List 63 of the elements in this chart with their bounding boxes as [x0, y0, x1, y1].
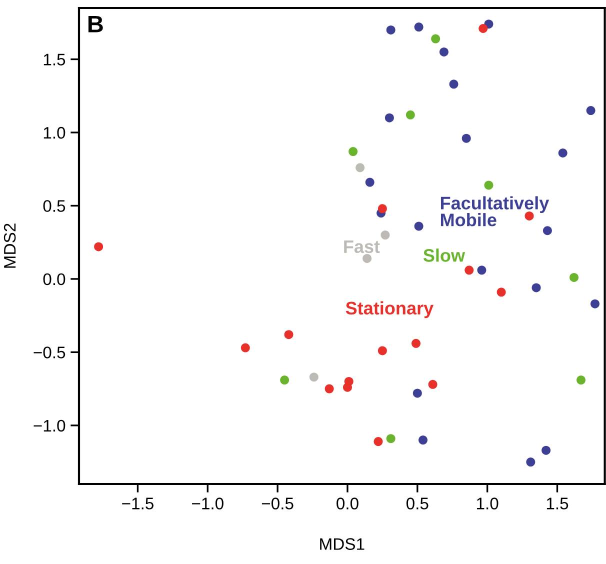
point — [412, 338, 421, 348]
point — [449, 80, 458, 89]
point — [386, 434, 396, 444]
point — [240, 343, 250, 352]
point — [478, 24, 488, 34]
x-tick-label: 1.0 — [477, 498, 498, 510]
point — [590, 299, 600, 308]
point — [496, 288, 506, 297]
point — [418, 436, 428, 445]
point — [484, 180, 494, 190]
point — [362, 254, 372, 263]
point — [284, 330, 294, 340]
chart-title: B — [88, 16, 103, 32]
point — [431, 34, 440, 44]
point — [462, 134, 471, 143]
point — [280, 376, 290, 385]
series-label: Fast — [344, 240, 380, 254]
point — [586, 106, 596, 116]
point — [477, 266, 486, 275]
point — [365, 178, 374, 187]
x-tick-label: 0.5 — [406, 498, 428, 510]
y-tick-label: 0.5 — [43, 200, 66, 212]
series-label: Facultatively Mobile — [440, 196, 550, 226]
point — [414, 22, 424, 32]
text: Slow — [423, 248, 466, 262]
point — [374, 437, 383, 446]
point — [324, 384, 334, 394]
point — [542, 226, 552, 236]
point — [576, 376, 586, 385]
point — [542, 446, 551, 455]
y-axis-title: MDS2 — [4, 224, 16, 268]
series-label: Stationary — [346, 301, 434, 318]
y-tick-label: −1.0 — [34, 420, 66, 432]
point — [378, 204, 387, 214]
point — [570, 272, 579, 282]
point — [356, 163, 365, 172]
point — [526, 458, 536, 467]
point — [428, 380, 438, 389]
y-tick-label: 0.0 — [43, 273, 66, 286]
point — [384, 113, 394, 122]
x-tick-label: 0.0 — [336, 498, 358, 510]
point — [439, 47, 448, 56]
point — [558, 148, 568, 158]
x-axis-title: MDS1 — [320, 538, 364, 550]
point — [348, 147, 358, 156]
point — [342, 382, 352, 392]
point — [378, 346, 387, 356]
y-tick-label: 1.5 — [44, 54, 66, 66]
y-tick-label: −0.5 — [34, 346, 66, 358]
point — [309, 372, 318, 382]
point — [412, 388, 422, 398]
x-tick-label: −0.5 — [262, 498, 294, 510]
point — [406, 110, 415, 120]
point — [532, 283, 541, 292]
x-tick-label: −1.5 — [122, 498, 154, 510]
x-tick-label: 1.5 — [546, 498, 568, 510]
point — [380, 230, 390, 240]
point — [94, 242, 104, 252]
x-tick-label: −1.0 — [192, 498, 224, 510]
point — [464, 266, 474, 275]
point — [414, 222, 424, 231]
point — [386, 25, 396, 34]
y-tick-label: 1.0 — [44, 126, 66, 139]
